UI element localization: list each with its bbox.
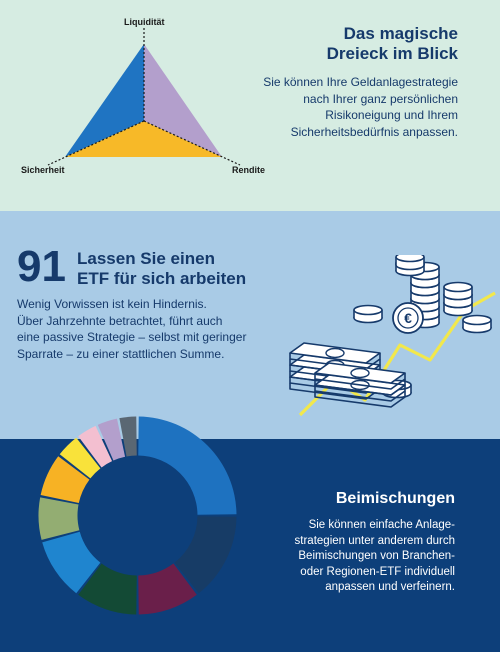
coin-stack-right <box>443 281 473 317</box>
allocation-donut-chart <box>38 416 237 615</box>
triangle-axis-right <box>143 120 241 166</box>
donut-segment-11 <box>119 416 137 457</box>
section1-body-line: Sicherheitsbedürfnis anpassen. <box>290 124 458 139</box>
money-coins-growth-icon: € <box>289 255 496 417</box>
section2-title-line2: ETF für sich arbeiten <box>77 269 247 288</box>
triangle-label-return: Rendite <box>232 165 266 175</box>
section3-body: Sie können einfache Anlage- strategien u… <box>225 518 455 596</box>
triangle-axis-left <box>47 120 145 166</box>
euro-coin-icon: € <box>392 302 424 334</box>
section3-title: Beimischungen <box>335 490 455 507</box>
bill-stack-icon <box>289 342 406 408</box>
section1-body-line: Sie können Ihre Geldanlagestrategie <box>263 75 458 89</box>
donut-segment-5 <box>42 531 101 594</box>
triangle-face-security-return <box>65 121 222 157</box>
magic-triangle-section <box>0 0 500 211</box>
donut-segment-10 <box>97 418 126 461</box>
donut-segment-8 <box>59 437 101 479</box>
section3-body-line: Beimischungen von Branchen- <box>298 550 455 562</box>
euro-symbol: € <box>404 310 412 326</box>
section3-body-line: Sie können einfache Anlage- <box>308 519 455 531</box>
triangle-face-liquidity-return <box>144 44 222 157</box>
tip-number: 91 <box>17 242 66 291</box>
donut-segment-1 <box>138 416 237 515</box>
section2-title: Lassen Sie einen ETF für sich arbeiten <box>77 249 246 289</box>
section2-body-line: eine passive Strategie – selbst mit geri… <box>17 330 247 344</box>
coin-stack-small <box>395 255 425 277</box>
section3-body-line: oder Regionen-ETF individuell <box>300 565 455 578</box>
triangle-face-liquidity-security <box>65 44 144 157</box>
magic-triangle-diagram <box>47 28 241 166</box>
triangle-label-liquidity: Liquidität <box>124 17 165 27</box>
section3-body-line: anpassen und verfeinern. <box>325 581 455 593</box>
triangle-label-security: Sicherheit <box>21 165 65 175</box>
section2-body-line: Über Jahrzehnte betrachtet, führt auch <box>17 313 223 328</box>
donut-segment-6 <box>38 497 80 540</box>
donut-segment-9 <box>78 425 113 468</box>
section1-title-line2: Dreieck im Blick <box>326 44 458 63</box>
single-coin-right <box>462 314 492 334</box>
section1-title-line1: Das magische <box>343 24 458 43</box>
section1-body: Sie können Ihre Geldanlagestrategie nach… <box>218 74 458 140</box>
section1-body-line: nach Ihrer ganz persönlichen <box>303 91 458 106</box>
section2-title-line1: Lassen Sie einen <box>77 249 215 268</box>
donut-segment-7 <box>40 456 90 504</box>
section2-body: Wenig Vorwissen ist kein Hindernis. Über… <box>17 296 287 362</box>
section2-body-line: Wenig Vorwissen ist kein Hindernis. <box>17 297 207 311</box>
donut-segment-2 <box>174 516 237 594</box>
section1-title: Das magische Dreieck im Blick <box>327 24 458 64</box>
section3-body-line: strategien unter anderem durch <box>294 534 455 547</box>
donut-segment-3 <box>138 563 197 615</box>
single-coin-left <box>353 304 383 324</box>
donut-segment-4 <box>78 563 137 615</box>
section1-body-line: Risikoneigung und Ihrem <box>325 108 458 122</box>
section2-body-line: Sparrate – zu einer stattlichen Summe. <box>17 346 225 361</box>
